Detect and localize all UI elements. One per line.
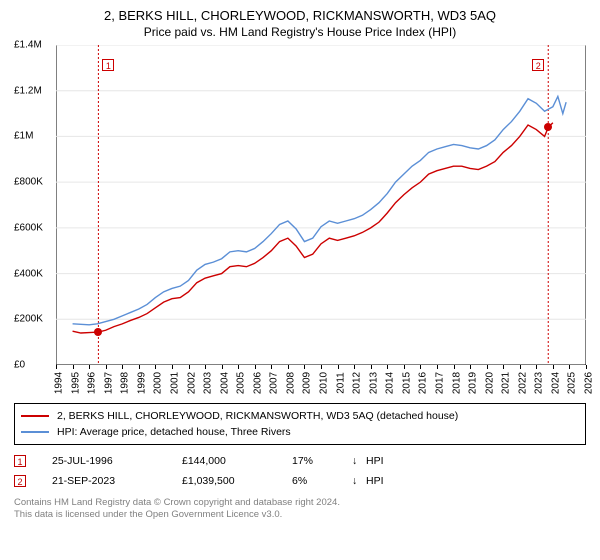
price-row-pct: 6% bbox=[292, 475, 352, 487]
xtick-label: 2020 bbox=[484, 372, 495, 394]
ytick-label: £0 bbox=[14, 360, 25, 371]
ytick-label: £200K bbox=[14, 314, 43, 325]
ytick-label: £1.2M bbox=[14, 85, 42, 96]
chart-subtitle: Price paid vs. HM Land Registry's House … bbox=[14, 25, 586, 39]
xtick-label: 1997 bbox=[103, 372, 114, 394]
ytick-label: £400K bbox=[14, 268, 43, 279]
xtick-label: 2012 bbox=[352, 372, 363, 394]
xtick-label: 2015 bbox=[401, 372, 412, 394]
xtick-label: 2010 bbox=[319, 372, 330, 394]
price-row-marker: 1 bbox=[14, 455, 26, 467]
xtick-label: 2017 bbox=[434, 372, 445, 394]
price-row: 2 21-SEP-2023£1,039,5006%↓HPI bbox=[14, 471, 586, 491]
price-row: 1 25-JUL-1996£144,00017%↓HPI bbox=[14, 451, 586, 471]
xtick-label: 2019 bbox=[468, 372, 479, 394]
sale-point-1 bbox=[94, 328, 102, 336]
arrow-down-icon: ↓ bbox=[352, 455, 366, 467]
xtick-label: 2009 bbox=[302, 372, 313, 394]
legend-swatch bbox=[21, 415, 49, 417]
price-row-marker: 2 bbox=[14, 475, 26, 487]
sale-point-2 bbox=[544, 123, 552, 131]
chart-title: 2, BERKS HILL, CHORLEYWOOD, RICKMANSWORT… bbox=[14, 8, 586, 23]
plot-area: 12 bbox=[56, 45, 586, 365]
price-row-date: 21-SEP-2023 bbox=[52, 475, 182, 487]
xtick-label: 2016 bbox=[418, 372, 429, 394]
legend-item-property: 2, BERKS HILL, CHORLEYWOOD, RICKMANSWORT… bbox=[21, 408, 579, 424]
xtick-label: 2004 bbox=[219, 372, 230, 394]
arrow-down-icon: ↓ bbox=[352, 475, 366, 487]
xtick-label: 2013 bbox=[368, 372, 379, 394]
legend-swatch bbox=[21, 431, 49, 433]
xtick-label: 1995 bbox=[70, 372, 81, 394]
xtick-label: 2005 bbox=[236, 372, 247, 394]
price-row-price: £1,039,500 bbox=[182, 475, 292, 487]
xtick-label: 2002 bbox=[186, 372, 197, 394]
sale-marker-1: 1 bbox=[102, 59, 114, 71]
sale-marker-2: 2 bbox=[532, 59, 544, 71]
xtick-label: 1998 bbox=[120, 372, 131, 394]
xtick-label: 2007 bbox=[269, 372, 280, 394]
y-axis: £0£200K£400K£600K£800K£1M£1.2M£1.4M bbox=[14, 45, 56, 365]
footer-line: This data is licensed under the Open Gov… bbox=[14, 509, 586, 521]
legend-label: 2, BERKS HILL, CHORLEYWOOD, RICKMANSWORT… bbox=[57, 410, 458, 422]
xtick-label: 2001 bbox=[169, 372, 180, 394]
xtick-label: 2000 bbox=[153, 372, 164, 394]
legend-label: HPI: Average price, detached house, Thre… bbox=[57, 426, 291, 438]
legend-item-hpi: HPI: Average price, detached house, Thre… bbox=[21, 424, 579, 440]
xtick-label: 1996 bbox=[87, 372, 98, 394]
xtick-label: 2006 bbox=[252, 372, 263, 394]
price-row-price: £144,000 bbox=[182, 455, 292, 467]
ytick-label: £800K bbox=[14, 177, 43, 188]
price-row-pct: 17% bbox=[292, 455, 352, 467]
xtick-label: 2021 bbox=[501, 372, 512, 394]
x-axis: 1994 1995 1996 1997 1998 1999 2000 2001 2002 2003… bbox=[56, 365, 586, 397]
chart-area: £0£200K£400K£600K£800K£1M£1.2M£1.4M 12 1… bbox=[14, 45, 586, 397]
xtick-label: 2011 bbox=[335, 372, 346, 394]
xtick-label: 2014 bbox=[385, 372, 396, 394]
xtick-label: 2024 bbox=[550, 372, 561, 394]
xtick-label: 2003 bbox=[203, 372, 214, 394]
xtick-label: 2022 bbox=[517, 372, 528, 394]
xtick-label: 2023 bbox=[534, 372, 545, 394]
xtick-label: 2018 bbox=[451, 372, 462, 394]
ytick-label: £600K bbox=[14, 222, 43, 233]
ytick-label: £1M bbox=[14, 131, 33, 142]
xtick-label: 2025 bbox=[567, 372, 578, 394]
price-table: 1 25-JUL-1996£144,00017%↓HPI 2 21-SEP-2023£… bbox=[14, 451, 586, 491]
price-row-suffix: HPI bbox=[366, 475, 384, 487]
price-row-date: 25-JUL-1996 bbox=[52, 455, 182, 467]
xtick-label: 2026 bbox=[584, 372, 595, 394]
legend: 2, BERKS HILL, CHORLEYWOOD, RICKMANSWORT… bbox=[14, 403, 586, 445]
footer-attribution: Contains HM Land Registry data © Crown c… bbox=[14, 497, 586, 522]
xtick-label: 1994 bbox=[54, 372, 65, 394]
footer-line: Contains HM Land Registry data © Crown c… bbox=[14, 497, 586, 509]
xtick-label: 1999 bbox=[136, 372, 147, 394]
xtick-label: 2008 bbox=[285, 372, 296, 394]
price-row-suffix: HPI bbox=[366, 455, 384, 467]
ytick-label: £1.4M bbox=[14, 40, 42, 51]
series-line-hpi bbox=[73, 96, 567, 324]
